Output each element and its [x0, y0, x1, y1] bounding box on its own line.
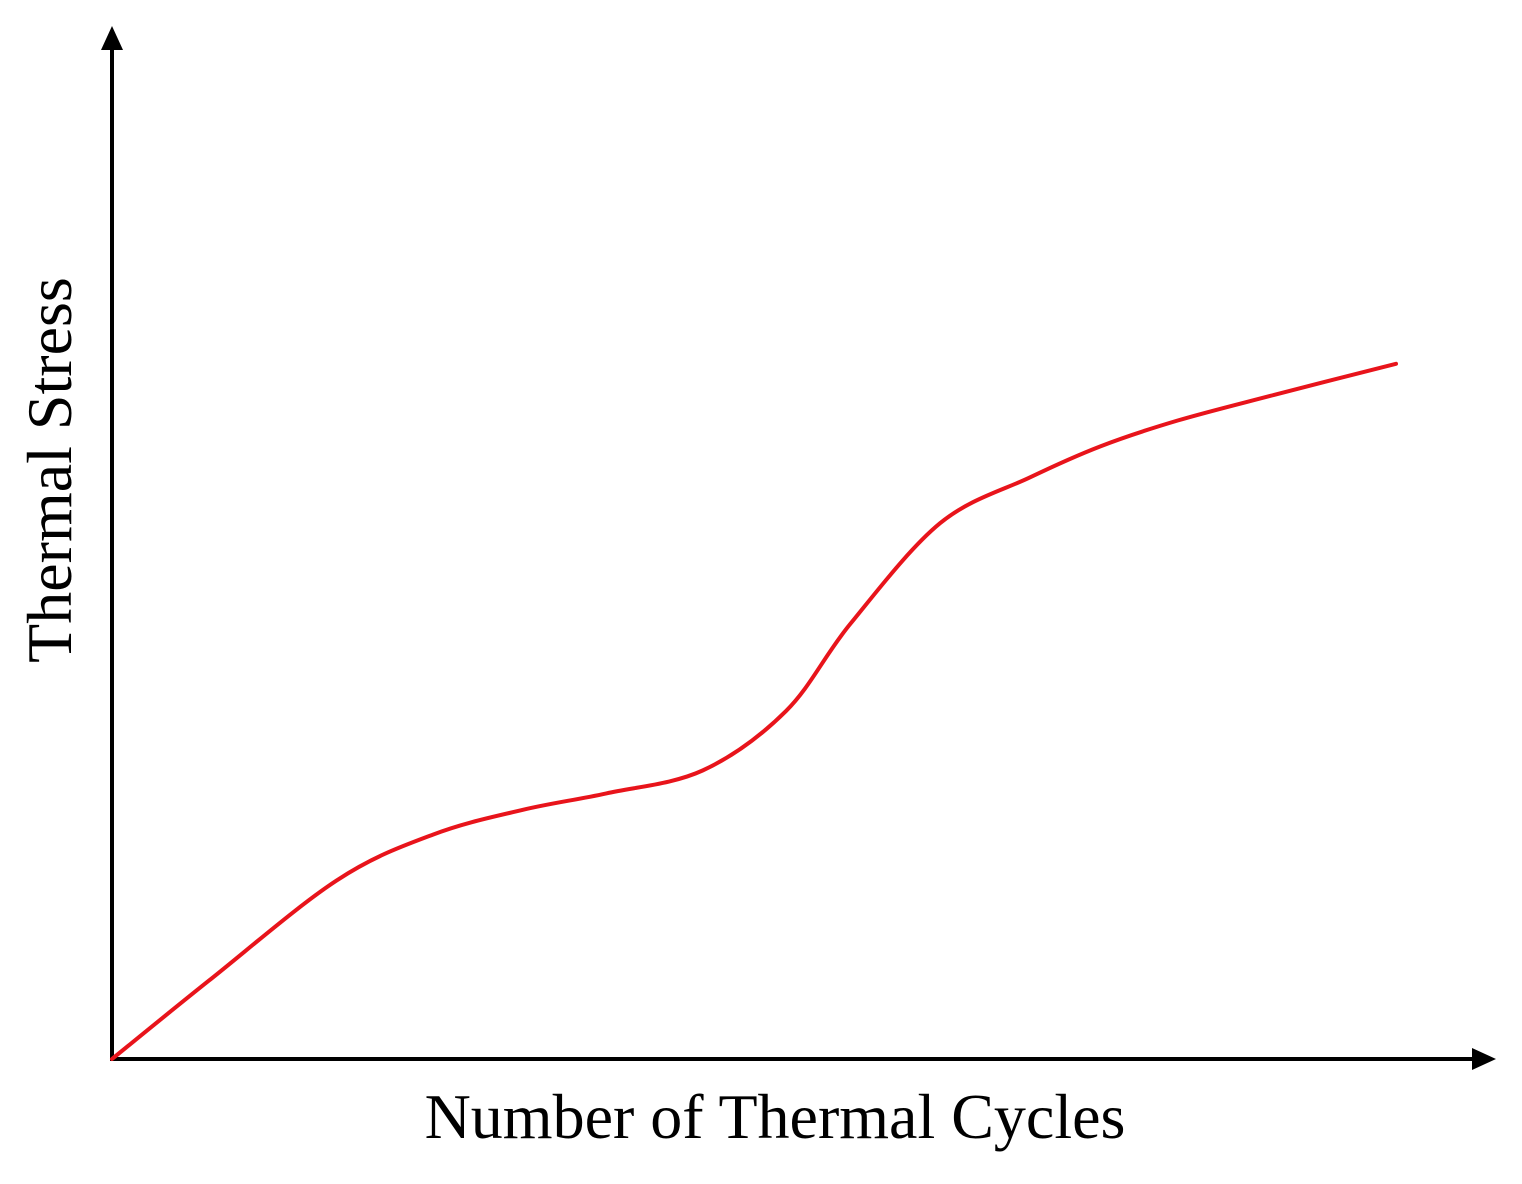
series-layer	[110, 361, 1398, 1061]
series-line-0	[110, 361, 1398, 1061]
y-axis-arrow-icon	[101, 26, 123, 50]
y-axis-label: Thermal Stress	[14, 277, 85, 663]
axes	[101, 26, 1496, 1070]
x-axis-arrow-icon	[1472, 1048, 1496, 1070]
x-axis-label: Number of Thermal Cycles	[425, 1081, 1126, 1152]
